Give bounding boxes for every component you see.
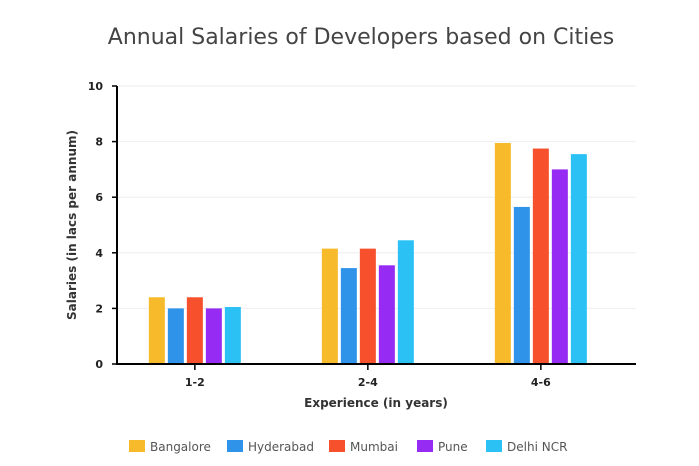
y-tick-label: 6 bbox=[95, 191, 103, 204]
legend-swatch bbox=[417, 440, 433, 452]
legend-label: Mumbai bbox=[350, 440, 398, 454]
bar-bangalore-4-6 bbox=[494, 142, 511, 364]
legend-item-pune[interactable]: Pune bbox=[417, 440, 468, 454]
bar-bangalore-1-2 bbox=[148, 297, 165, 364]
x-axis-label: Experience (in years) bbox=[304, 396, 448, 410]
x-tick-label: 1-2 bbox=[185, 376, 205, 389]
legend-swatch bbox=[486, 440, 502, 452]
bar-hyderabad-1-2 bbox=[167, 308, 184, 364]
axes bbox=[112, 85, 636, 370]
legend-item-hyderabad[interactable]: Hyderabad bbox=[227, 440, 314, 454]
y-tick-label: 0 bbox=[95, 358, 103, 371]
bar-pune-1-2 bbox=[205, 308, 222, 364]
legend-swatch bbox=[329, 440, 345, 452]
legend-label: Pune bbox=[438, 440, 468, 454]
y-tick-label: 2 bbox=[95, 302, 103, 315]
legend-item-bangalore[interactable]: Bangalore bbox=[129, 440, 211, 454]
bar-hyderabad-4-6 bbox=[513, 206, 530, 364]
bar-mumbai-1-2 bbox=[186, 297, 203, 364]
bar-mumbai-2-4 bbox=[359, 248, 376, 364]
legend-item-mumbai[interactable]: Mumbai bbox=[329, 440, 398, 454]
bar-delhi-ncr-2-4 bbox=[397, 240, 414, 364]
bar-pune-4-6 bbox=[551, 169, 568, 364]
bar-pune-2-4 bbox=[378, 265, 395, 364]
y-tick-label: 10 bbox=[88, 80, 104, 93]
legend: Bangalore Hyderabad Mumbai Pune Delhi NCR bbox=[129, 440, 567, 454]
legend-item-delhi-ncr[interactable]: Delhi NCR bbox=[486, 440, 567, 454]
bar-delhi-ncr-1-2 bbox=[224, 307, 241, 364]
x-tick-label: 2-4 bbox=[358, 376, 378, 389]
legend-swatch bbox=[129, 440, 145, 452]
y-tick-label: 8 bbox=[95, 136, 103, 149]
y-tick-label: 4 bbox=[95, 247, 103, 260]
bar-mumbai-4-6 bbox=[532, 148, 549, 364]
y-tick-labels: 0 2 4 6 8 10 bbox=[88, 80, 104, 371]
legend-label: Bangalore bbox=[150, 440, 211, 454]
x-tick-label: 4-6 bbox=[531, 376, 551, 389]
legend-swatch bbox=[227, 440, 243, 452]
gridlines bbox=[117, 85, 636, 309]
legend-label: Delhi NCR bbox=[507, 440, 567, 454]
legend-label: Hyderabad bbox=[248, 440, 314, 454]
bar-delhi-ncr-4-6 bbox=[570, 154, 587, 364]
bar-bangalore-2-4 bbox=[321, 248, 338, 364]
y-axis-label: Salaries (in lacs per annum) bbox=[65, 130, 79, 320]
bars bbox=[148, 142, 587, 364]
chart-title: Annual Salaries of Developers based on C… bbox=[108, 25, 614, 50]
x-tick-labels: 1-2 2-4 4-6 bbox=[185, 376, 551, 389]
bar-hyderabad-2-4 bbox=[340, 268, 357, 364]
